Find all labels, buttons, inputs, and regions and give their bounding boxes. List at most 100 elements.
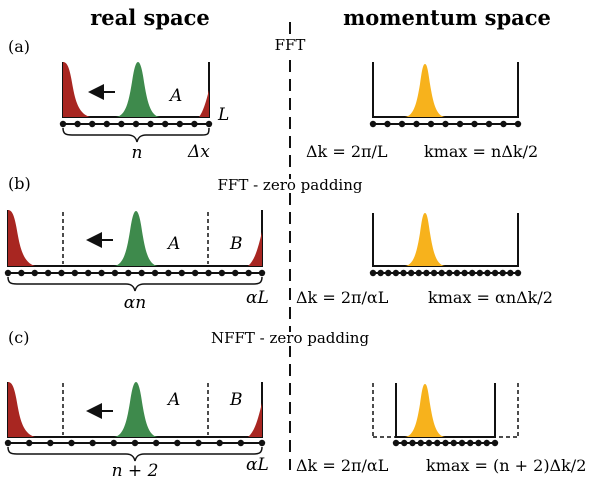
panel-a-count-label: n xyxy=(132,143,143,163)
grid-point xyxy=(425,439,433,447)
panel-c-kmax-formula: kmax = (n + 2)Δk/2 xyxy=(426,456,586,475)
grid-point xyxy=(47,439,54,447)
grid-point xyxy=(89,439,96,447)
panel-c-letter-b: B xyxy=(229,390,243,410)
panel-a-momentum-grid-points xyxy=(369,120,522,128)
grid-point xyxy=(385,269,392,277)
grid-point xyxy=(176,120,183,128)
grid-point xyxy=(125,269,132,277)
grid-point xyxy=(458,439,466,447)
grid-point xyxy=(442,439,449,447)
grid-point xyxy=(369,120,377,128)
grid-point xyxy=(68,439,75,447)
panel-b-red-peak xyxy=(8,210,35,266)
grid-point xyxy=(89,120,96,128)
real-space-header: real space xyxy=(90,5,210,30)
grid-point xyxy=(438,269,445,277)
grid-point xyxy=(442,120,449,128)
panel-b-yellow-peak xyxy=(405,213,445,266)
grid-point xyxy=(483,439,490,447)
panel-c-grid-points xyxy=(4,439,266,447)
grid-point xyxy=(74,120,81,128)
panel-a-kmax-formula: kmax = nΔk/2 xyxy=(424,142,538,161)
panel-a-yellow-peak xyxy=(405,64,445,117)
grid-point xyxy=(44,269,52,277)
panel-a-brace xyxy=(62,127,210,143)
grid-point xyxy=(471,120,478,128)
grid-point xyxy=(151,269,159,277)
panel-c-brace xyxy=(7,446,263,462)
panel-c-momentum-outer-walls xyxy=(372,383,519,437)
grid-point xyxy=(507,269,514,277)
momentum-space-header: momentum space xyxy=(343,5,551,30)
grid-point xyxy=(461,269,468,277)
panel-b-letter-b: B xyxy=(229,234,243,254)
grid-point xyxy=(237,439,245,447)
grid-point xyxy=(456,120,464,128)
panel-c-green-peak xyxy=(114,382,158,437)
panel-b-caption: FFT - zero padding xyxy=(218,176,363,194)
grid-point xyxy=(191,120,198,128)
panel-b-letter-a: A xyxy=(166,234,180,254)
grid-point xyxy=(476,269,484,277)
grid-point xyxy=(152,439,160,447)
grid-point xyxy=(413,120,420,128)
grid-point xyxy=(491,269,499,277)
grid-point xyxy=(111,269,119,277)
panel-b-dk-formula: Δk = 2π/αL xyxy=(296,288,389,307)
grid-point xyxy=(178,269,185,277)
grid-point xyxy=(369,269,377,277)
grid-point xyxy=(147,120,154,128)
grid-point xyxy=(499,269,506,277)
grid-point xyxy=(258,439,266,447)
panel-c-red-peak xyxy=(8,382,35,437)
grid-point xyxy=(110,439,118,447)
grid-point xyxy=(450,439,457,447)
panel-c-red-peak-right xyxy=(248,403,262,437)
grid-point xyxy=(514,269,522,277)
grid-point xyxy=(31,269,38,277)
grid-point xyxy=(218,269,226,277)
grid-point xyxy=(401,439,408,447)
grid-point xyxy=(407,269,415,277)
grid-point xyxy=(205,269,212,277)
grid-point xyxy=(71,269,79,277)
grid-point xyxy=(4,439,12,447)
grid-point xyxy=(484,269,491,277)
grid-point xyxy=(59,120,67,128)
panel-a-momentum-box xyxy=(372,62,519,118)
panel-c-caption: NFFT - zero padding xyxy=(211,329,370,347)
panel-a-red-peak xyxy=(63,62,90,117)
grid-point xyxy=(216,439,223,447)
panel-b-grid-points xyxy=(4,269,266,277)
grid-point xyxy=(132,120,140,128)
panel-a-red-peak-right xyxy=(199,90,209,117)
grid-point xyxy=(427,120,435,128)
grid-point xyxy=(195,439,202,447)
panel-b-momentum-grid-points xyxy=(369,269,522,277)
grid-point xyxy=(409,439,416,447)
grid-point xyxy=(58,269,65,277)
panel-b-kmax-formula: kmax = αnΔk/2 xyxy=(428,288,553,307)
panel-b-label: (b) xyxy=(8,174,31,193)
panel-a-dk-formula: Δk = 2π/L xyxy=(306,142,388,161)
grid-point xyxy=(4,269,12,277)
grid-point xyxy=(258,269,266,277)
panel-b-red-peak-right xyxy=(248,232,262,266)
panel-a-caption: FFT xyxy=(275,36,306,54)
grid-point xyxy=(138,269,145,277)
grid-point xyxy=(417,439,424,447)
grid-point xyxy=(475,439,482,447)
grid-point xyxy=(485,120,493,128)
grid-point xyxy=(85,269,92,277)
grid-point xyxy=(392,439,400,447)
panel-a-green-peak xyxy=(116,62,160,117)
grid-point xyxy=(446,269,453,277)
panel-b-brace xyxy=(7,276,263,292)
grid-point xyxy=(103,120,111,128)
panel-b-green-peak xyxy=(114,211,158,266)
grid-point xyxy=(18,269,25,277)
grid-point xyxy=(500,120,507,128)
grid-point xyxy=(232,269,239,277)
